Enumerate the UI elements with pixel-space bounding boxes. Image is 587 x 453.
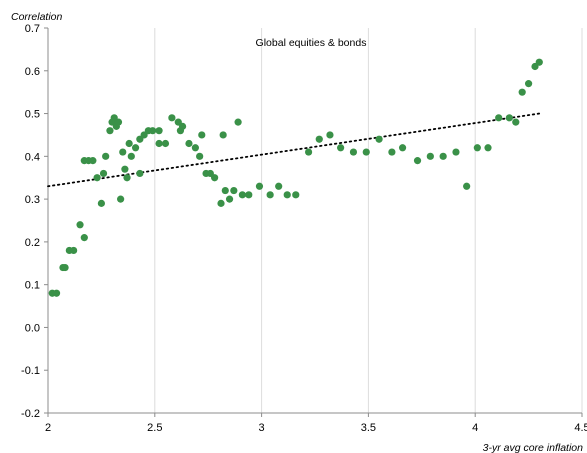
y-tick-label: 0.5	[25, 109, 40, 121]
data-point	[196, 152, 204, 160]
data-point	[131, 144, 140, 152]
data-point	[185, 139, 193, 148]
data-point	[283, 191, 291, 199]
y-tick-label: 0.6	[25, 66, 40, 78]
data-point	[106, 127, 114, 135]
data-point	[484, 144, 492, 152]
x-tick-label: 4	[472, 422, 478, 434]
x-axis-title: 3-yr avg core inflation	[483, 442, 584, 453]
data-point	[230, 186, 238, 195]
y-tick-label: 0.7	[25, 23, 40, 35]
data-point	[136, 169, 144, 178]
data-point	[178, 122, 187, 130]
x-tick-label: 3	[259, 422, 265, 434]
data-point	[114, 118, 123, 126]
y-tick-label: 0.1	[25, 280, 40, 292]
data-point	[149, 127, 157, 135]
data-point	[97, 199, 105, 207]
data-point	[266, 191, 274, 199]
data-point	[245, 191, 253, 199]
axes	[44, 27, 583, 417]
data-point	[191, 144, 199, 152]
y-tick-label: -0.2	[21, 408, 40, 420]
data-point	[217, 199, 225, 207]
y-tick-label: -0.1	[21, 365, 40, 377]
data-point	[452, 148, 460, 156]
data-point	[80, 234, 88, 242]
chart-title: Global equities & bonds	[256, 37, 367, 49]
data-point	[505, 114, 513, 122]
data-point	[518, 88, 526, 96]
data-point	[99, 169, 108, 178]
data-point	[125, 139, 133, 148]
data-point	[219, 131, 227, 139]
data-point	[123, 174, 131, 182]
data-point	[413, 157, 422, 165]
data-point	[52, 289, 61, 297]
data-point	[388, 148, 396, 156]
data-point	[315, 135, 323, 143]
data-point	[512, 118, 520, 126]
data-point	[375, 135, 383, 143]
data-point	[439, 152, 447, 160]
data-point	[76, 221, 84, 229]
data-point	[292, 191, 300, 199]
x-tick-label: 3.5	[361, 422, 376, 434]
data-point	[221, 186, 229, 195]
data-point	[362, 148, 370, 156]
y-tick-label: 0.2	[25, 237, 40, 249]
data-point	[349, 148, 358, 156]
tick-labels: 0.7 0.6 0.5 0.4 0.3 0.2 0.1 0.0 -0.1 -0.2 2 2.5 3 3.5…	[21, 23, 587, 434]
data-point	[161, 139, 170, 148]
data-point	[326, 131, 334, 139]
data-point	[155, 127, 163, 135]
data-point	[225, 195, 234, 203]
data-point	[275, 182, 283, 190]
data-point	[70, 246, 78, 255]
data-point	[211, 174, 219, 182]
data-point	[535, 58, 543, 66]
data-point	[198, 131, 206, 139]
data-point	[495, 114, 503, 122]
y-tick-label: 0.0	[25, 322, 40, 334]
x-tick-label: 2	[45, 422, 51, 434]
data-point	[168, 114, 176, 122]
y-tick-label: 0.4	[25, 151, 40, 163]
gridlines	[154, 28, 583, 413]
data-point	[102, 152, 110, 160]
data-points	[48, 58, 543, 297]
data-point	[473, 144, 481, 152]
y-tick-label: 0.3	[25, 194, 40, 206]
data-point	[155, 139, 163, 148]
x-tick-label: 4.5	[574, 422, 587, 434]
data-point	[234, 118, 242, 126]
data-point	[304, 148, 313, 156]
data-point	[89, 157, 97, 165]
x-tick-label: 2.5	[147, 422, 162, 434]
y-axis-title: Correlation	[11, 11, 63, 23]
data-point	[463, 182, 471, 190]
data-point	[119, 148, 127, 156]
data-point	[121, 165, 129, 173]
data-point	[255, 182, 264, 190]
data-point	[337, 144, 345, 152]
data-point	[238, 191, 246, 199]
data-point	[398, 144, 407, 152]
data-point	[426, 152, 434, 160]
data-point	[117, 195, 125, 203]
data-point	[61, 263, 69, 272]
data-point	[525, 80, 533, 88]
data-point	[127, 152, 135, 160]
data-point	[93, 174, 101, 182]
